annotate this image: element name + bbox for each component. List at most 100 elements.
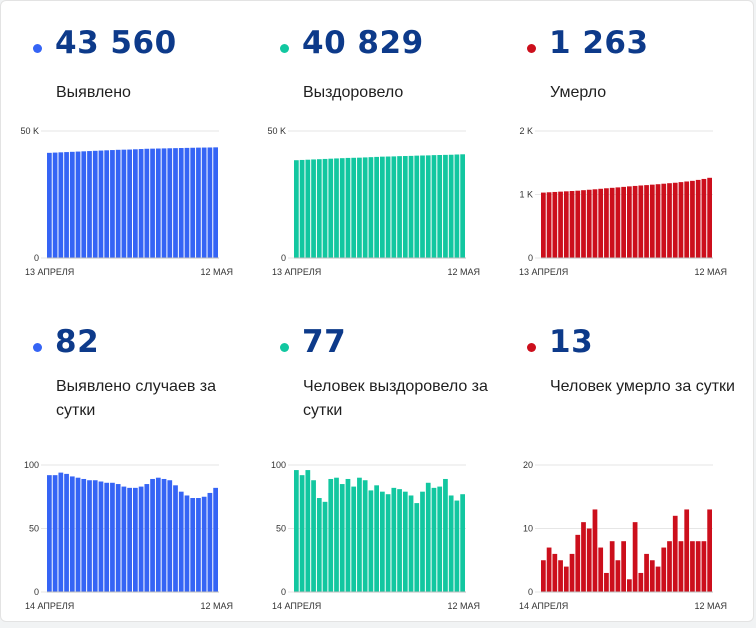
x-end-label: 12 МАЯ [447,267,480,277]
bar [127,149,132,258]
bar [98,481,104,592]
y-tick-label: 0 [34,253,39,263]
bar [644,553,649,592]
bar [649,184,655,258]
bar [351,486,357,592]
bar [81,478,87,592]
bar [615,560,621,592]
bar [454,154,460,258]
bar [104,482,110,592]
bar [75,477,81,592]
bar [69,151,75,258]
panel-daily-detected: 82 Выявлено случаев за сутки 0 50 100 14 АП… [1,300,247,611]
bar [305,159,311,258]
bar [52,475,58,592]
x-end-label: 12 МАЯ [694,601,727,611]
bar [420,155,425,258]
bar [294,470,299,592]
bar [414,155,420,258]
bar [178,148,184,258]
bar [161,478,167,592]
bar [58,472,64,592]
x-start-label: 13 АПРЕЛЯ [272,267,321,277]
x-start-label: 13 АПРЕЛЯ [25,267,74,277]
bar [351,157,357,258]
bar [305,470,311,592]
chart-total-recovered: 0 50 K 13 АПРЕЛЯ 12 МАЯ [267,126,480,277]
x-start-label: 14 АПРЕЛЯ [272,601,321,611]
bar [173,485,178,592]
y-tick-label: 50 K [267,126,286,136]
bar [684,509,690,592]
bar [311,159,316,258]
y-tick-label: 2 K [519,126,533,136]
bar [155,148,161,258]
panel-total-detected: 43 560 Выявлено 0 50 K 13 АПРЕЛЯ 12 МАЯ [1,1,247,301]
bar [138,149,144,258]
label-total-detected: Выявлено [56,84,131,101]
bar [362,157,368,258]
x-start-label: 14 АПРЕЛЯ [25,601,74,611]
panel-total-recovered: 40 829 Выздоровело 0 50 K 13 АПРЕЛЯ 12 МАЯ [248,1,494,301]
y-tick-label: 50 [29,524,39,534]
bar [64,473,69,592]
bar [581,190,586,258]
bar [460,154,465,258]
chart-total-died: 0 1 K 2 K 13 АПРЕЛЯ 12 МАЯ [519,126,727,277]
bar [402,491,408,592]
bar [644,185,649,258]
bar [558,191,563,258]
bar [408,155,414,258]
bar [374,485,379,592]
bar [690,541,695,592]
chart-daily-detected: 0 50 100 14 АПРЕЛЯ 12 МАЯ [24,460,233,611]
bar [448,154,454,258]
bar [121,149,127,258]
bar [575,534,581,592]
bar [47,475,52,592]
bar [592,509,598,592]
value-total-died: 1 263 [549,25,649,61]
y-tick-label: 0 [34,587,39,597]
bar [328,478,334,592]
bar [443,478,448,592]
bar [345,478,351,592]
bar [52,152,58,258]
y-tick-label: 0 [281,253,286,263]
bar [627,186,632,258]
bar [334,158,339,258]
label-total-recovered: Выздоровело [303,84,404,101]
bar [563,566,569,592]
bar [604,572,609,592]
bar [667,183,672,258]
y-tick-label: 10 [523,524,533,534]
bar [552,553,558,592]
bar [437,155,443,258]
bar [402,156,408,258]
bar [385,494,391,592]
bar [655,184,661,258]
bar [138,486,144,592]
bar [581,522,586,592]
bar [190,498,196,592]
bar [586,528,592,592]
x-start-label: 13 АПРЕЛЯ [519,267,568,277]
x-start-label: 14 АПРЕЛЯ [519,601,568,611]
bar [47,152,52,258]
bar [707,177,712,258]
bar [58,152,64,258]
bar [632,185,638,258]
bar [661,183,667,258]
bar [391,156,397,258]
bar [408,495,414,592]
bar [144,484,150,592]
chart-daily-died: 0 10 20 14 АПРЕЛЯ 12 МАЯ [519,460,727,611]
bar [385,156,391,258]
y-tick-label: 20 [523,460,533,470]
bar [707,509,712,592]
red-dot-icon [527,44,536,53]
bar [81,151,87,258]
bar [397,489,402,592]
x-end-label: 12 МАЯ [447,601,480,611]
